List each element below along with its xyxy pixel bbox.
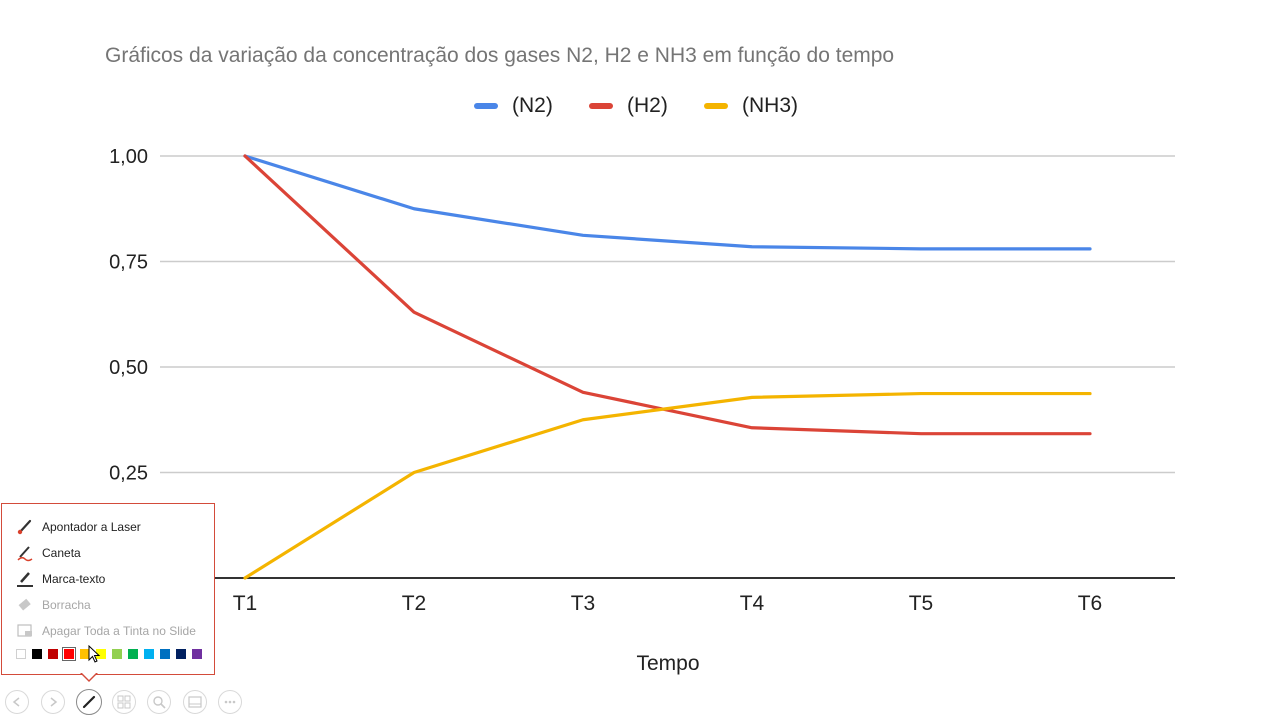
color-swatch[interactable]: [144, 649, 154, 659]
ink-menu: Apontador a Laser Caneta Marca-texto Bor…: [1, 503, 215, 675]
color-swatch[interactable]: [16, 649, 26, 659]
x-axis-title: Tempo: [636, 652, 699, 675]
legend-swatch-h2: [589, 103, 613, 109]
menu-item-pen[interactable]: Caneta: [16, 542, 81, 564]
slides-icon: [117, 695, 131, 709]
menu-item-label: Marca-texto: [42, 572, 106, 586]
color-swatch[interactable]: [80, 649, 90, 659]
color-swatch[interactable]: [176, 649, 186, 659]
legend-label-h2: (H2): [627, 94, 668, 117]
color-swatch[interactable]: [112, 649, 122, 659]
color-swatch[interactable]: [128, 649, 138, 659]
previous-button[interactable]: [5, 690, 29, 714]
eraser-icon: [16, 596, 34, 614]
menu-item-label: Apagar Toda a Tinta no Slide: [42, 624, 196, 638]
series-line-1: [243, 154, 1092, 251]
more-icon: [224, 700, 236, 704]
x-tick-label: T2: [402, 592, 427, 615]
pen-icon: [82, 695, 96, 709]
menu-item-label: Borracha: [42, 598, 91, 612]
screen-icon: [188, 696, 202, 708]
y-tick-label: 0,75: [109, 252, 148, 274]
legend-swatch-n2: [474, 103, 498, 109]
x-tick-label: T5: [909, 592, 934, 615]
screen-button[interactable]: [183, 690, 207, 714]
x-tick-label: T3: [571, 592, 596, 615]
highlighter-icon: [16, 570, 34, 588]
next-icon: [50, 697, 58, 707]
y-tick-label: 1,00: [109, 146, 148, 168]
more-button[interactable]: [218, 690, 242, 714]
previous-icon: [12, 697, 20, 707]
legend-item-h2: (H2): [589, 92, 668, 120]
erase-all-icon: [16, 622, 34, 640]
zoom-button[interactable]: [147, 690, 171, 714]
color-swatch[interactable]: [96, 649, 106, 659]
x-tick-label: T4: [740, 592, 765, 615]
menu-item-label: Apontador a Laser: [42, 520, 141, 534]
color-swatch[interactable]: [62, 647, 76, 661]
legend: (N2) (H2) (NH3): [0, 92, 1280, 120]
series-line-3: [243, 391, 1092, 580]
pen-icon: [16, 544, 34, 562]
legend-label-nh3: (NH3): [742, 94, 798, 117]
color-swatch[interactable]: [192, 649, 202, 659]
x-tick-label: T1: [233, 592, 258, 615]
menu-item-highlighter[interactable]: Marca-texto: [16, 568, 105, 590]
next-button[interactable]: [41, 690, 65, 714]
legend-item-n2: (N2): [474, 92, 553, 120]
menu-item-eraser[interactable]: Borracha: [16, 594, 91, 616]
y-tick-label: 0,50: [109, 357, 148, 379]
pen-button[interactable]: [76, 689, 102, 715]
menu-item-laser-pointer[interactable]: Apontador a Laser: [16, 516, 141, 538]
legend-label-n2: (N2): [512, 94, 553, 117]
color-swatch[interactable]: [160, 649, 170, 659]
menu-item-label: Caneta: [42, 546, 81, 560]
legend-swatch-nh3: [704, 103, 728, 109]
zoom-icon: [153, 696, 166, 709]
mouse-cursor-icon: [88, 645, 101, 663]
menu-item-erase-all[interactable]: Apagar Toda a Tinta no Slide: [16, 620, 196, 642]
chart-title: Gráficos da variação da concentração dos…: [105, 44, 895, 67]
slides-button[interactable]: [112, 690, 136, 714]
color-swatch[interactable]: [32, 649, 42, 659]
laser-pointer-icon: [16, 518, 34, 536]
color-swatch[interactable]: [48, 649, 58, 659]
slideshow-toolbar: [0, 688, 260, 718]
legend-item-nh3: (NH3): [704, 92, 798, 120]
y-tick-label: 0,25: [109, 463, 148, 485]
menu-pointer-inner: [81, 672, 97, 680]
x-tick-label: T6: [1078, 592, 1103, 615]
